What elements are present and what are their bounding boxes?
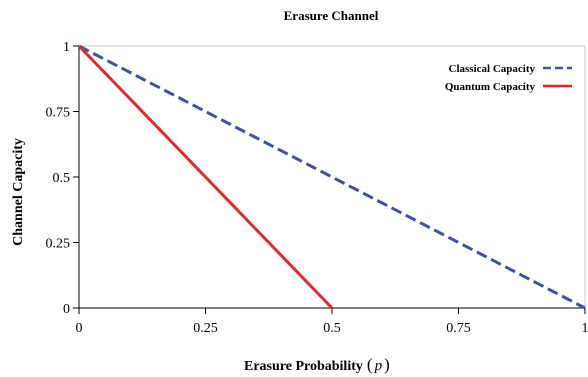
y-tick-label: 0.5 [53,171,71,186]
y-axis-label: Channel Capacity [11,138,26,246]
x-tick-label: 0.5 [323,321,341,336]
x-tick-label: 0.25 [193,321,218,336]
x-tick-label: 0 [76,321,83,336]
y-tick-label: 1 [63,40,70,55]
series-line-classical-capacity [78,44,586,310]
x-tick-label: 1 [582,321,588,336]
x-axis-label-paren-close: ) [384,355,390,374]
series-line-quantum-capacity [77,44,334,310]
y-tick-label: 0.75 [46,106,71,121]
chart-title: Erasure Channel [284,8,379,23]
plot-area: 0 0.25 0.5 0.75 1 0 0.25 0.5 0.75 1 [46,40,588,336]
x-axis-ticks: 0 0.25 0.5 0.75 1 [76,308,588,336]
y-tick-label: 0.25 [46,237,71,252]
y-tick-label: 0 [63,302,70,317]
legend-label-quantum-capacity: Quantum Capacity [445,81,536,93]
x-axis-label-var: p [374,358,383,374]
x-axis-label-text: Erasure Probability [244,359,363,374]
x-axis-label: Erasure Probability (p) [244,355,390,374]
x-axis-label-paren-open: ( [367,355,373,374]
x-tick-label: 0.75 [446,321,471,336]
legend-label-classical-capacity: Classical Capacity [449,63,536,75]
y-axis-ticks: 0 0.25 0.5 0.75 1 [46,40,79,317]
series-layer [77,44,586,310]
legend: Classical Capacity Quantum Capacity [445,63,572,93]
